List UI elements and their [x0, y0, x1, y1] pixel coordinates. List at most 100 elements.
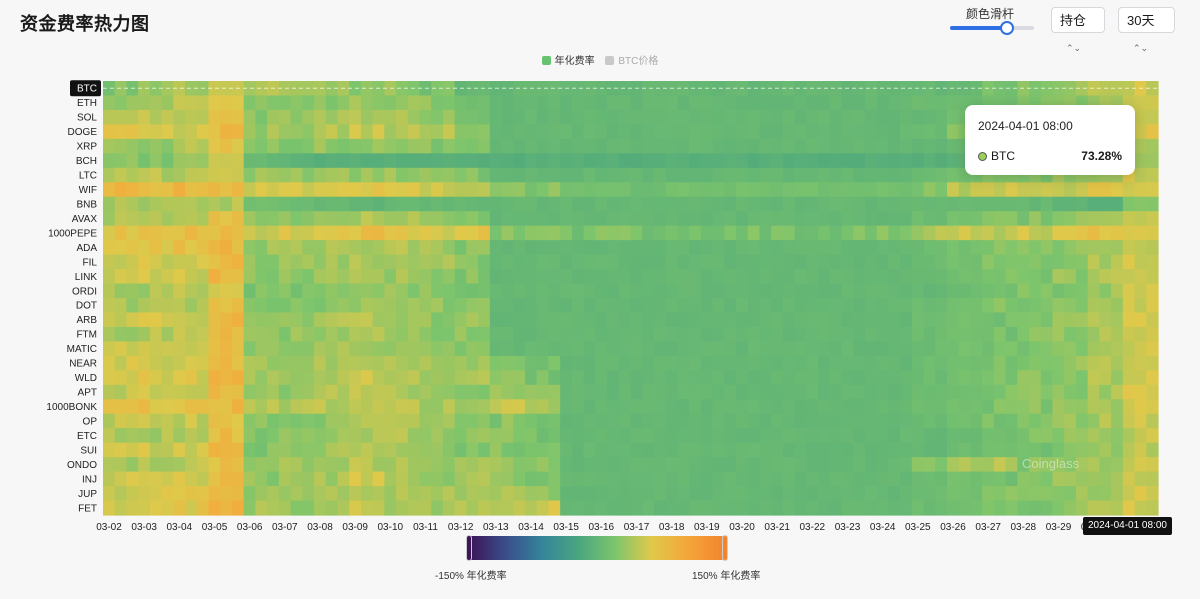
heatmap-cell[interactable]	[161, 457, 174, 473]
heatmap-cell[interactable]	[314, 283, 327, 299]
heatmap-cell[interactable]	[103, 355, 116, 371]
heatmap-cell[interactable]	[759, 370, 772, 386]
heatmap-cell[interactable]	[466, 471, 479, 487]
heatmap-cell[interactable]	[1040, 399, 1054, 415]
heatmap-cell[interactable]	[665, 428, 678, 444]
heatmap-cell[interactable]	[220, 442, 233, 458]
heatmap-cell[interactable]	[548, 211, 561, 227]
heatmap-cell[interactable]	[138, 124, 151, 140]
heatmap-cell[interactable]	[384, 269, 397, 285]
heatmap-cell[interactable]	[501, 384, 514, 400]
heatmap-cell[interactable]	[1075, 500, 1089, 516]
heatmap-cell[interactable]	[970, 269, 983, 285]
heatmap-cell[interactable]	[1134, 124, 1147, 140]
heatmap-cell[interactable]	[771, 283, 784, 299]
heatmap-cell[interactable]	[1099, 370, 1112, 386]
heatmap-cell[interactable]	[782, 269, 796, 285]
heatmap-cell[interactable]	[513, 500, 526, 516]
heatmap-cell[interactable]	[466, 225, 479, 241]
heatmap-cell[interactable]	[653, 109, 667, 125]
heatmap-cell[interactable]	[712, 211, 725, 227]
heatmap-cell[interactable]	[466, 211, 479, 227]
heatmap-cell[interactable]	[1099, 399, 1112, 415]
heatmap-cell[interactable]	[993, 298, 1007, 314]
range-dropdown[interactable]: 30天⌃⌄	[1118, 7, 1175, 53]
heatmap-cell[interactable]	[185, 500, 198, 516]
heatmap-cell[interactable]	[220, 81, 233, 97]
heatmap-cell[interactable]	[466, 413, 479, 429]
heatmap-cell[interactable]	[185, 326, 198, 342]
heatmap-cell[interactable]	[243, 182, 256, 198]
heatmap-cell[interactable]	[360, 471, 374, 487]
heatmap-cell[interactable]	[255, 167, 268, 183]
heatmap-cell[interactable]	[900, 95, 913, 111]
heatmap-cell[interactable]	[1052, 283, 1065, 299]
heatmap-cell[interactable]	[536, 298, 550, 314]
heatmap-cell[interactable]	[653, 211, 667, 227]
heatmap-cell[interactable]	[196, 138, 210, 154]
heatmap-cell[interactable]	[642, 240, 655, 256]
heatmap-cell[interactable]	[911, 283, 925, 299]
heatmap-cell[interactable]	[349, 182, 362, 198]
heatmap-cell[interactable]	[712, 341, 725, 357]
heatmap-cell[interactable]	[947, 355, 960, 371]
heatmap-cell[interactable]	[571, 167, 585, 183]
heatmap-cell[interactable]	[114, 298, 128, 314]
heatmap-cell[interactable]	[689, 457, 702, 473]
heatmap-cell[interactable]	[935, 138, 948, 154]
heatmap-cell[interactable]	[771, 384, 784, 400]
heatmap-cell[interactable]	[513, 196, 526, 212]
heatmap-cell[interactable]	[349, 283, 362, 299]
heatmap-cell[interactable]	[185, 240, 198, 256]
heatmap-cell[interactable]	[689, 298, 702, 314]
heatmap-cell[interactable]	[1017, 471, 1030, 487]
heatmap-cell[interactable]	[970, 471, 983, 487]
heatmap-cell[interactable]	[372, 109, 385, 125]
heatmap-cell[interactable]	[958, 341, 972, 357]
heatmap-cell[interactable]	[888, 109, 901, 125]
heatmap-cell[interactable]	[829, 81, 843, 97]
heatmap-cell[interactable]	[1029, 399, 1042, 415]
heatmap-cell[interactable]	[665, 312, 678, 328]
heatmap-cell[interactable]	[595, 167, 608, 183]
heatmap-cell[interactable]	[900, 240, 913, 256]
heatmap-cell[interactable]	[736, 298, 749, 314]
heatmap-cell[interactable]	[759, 167, 772, 183]
heatmap-cell[interactable]	[1099, 225, 1112, 241]
heatmap-cell[interactable]	[794, 124, 807, 140]
heatmap-cell[interactable]	[911, 124, 925, 140]
heatmap-cell[interactable]	[1146, 225, 1159, 241]
heatmap-cell[interactable]	[360, 370, 374, 386]
heatmap-cell[interactable]	[1017, 457, 1030, 473]
heatmap-cell[interactable]	[888, 240, 901, 256]
heatmap-cell[interactable]	[103, 196, 116, 212]
heatmap-cell[interactable]	[196, 326, 210, 342]
heatmap-cell[interactable]	[864, 326, 878, 342]
heatmap-cell[interactable]	[759, 486, 772, 502]
heatmap-cell[interactable]	[337, 153, 350, 169]
heatmap-cell[interactable]	[1111, 211, 1124, 227]
heatmap-cell[interactable]	[185, 298, 198, 314]
heatmap-cell[interactable]	[525, 124, 538, 140]
heatmap-cell[interactable]	[900, 312, 913, 328]
heatmap-cell[interactable]	[700, 95, 714, 111]
heatmap-cell[interactable]	[314, 500, 327, 516]
heatmap-cell[interactable]	[700, 442, 714, 458]
heatmap-cell[interactable]	[126, 95, 139, 111]
heatmap-cell[interactable]	[876, 95, 889, 111]
heatmap-cell[interactable]	[724, 326, 737, 342]
heatmap-cell[interactable]	[1005, 298, 1018, 314]
heatmap-cell[interactable]	[782, 326, 796, 342]
heatmap-cell[interactable]	[818, 225, 831, 241]
heatmap-cell[interactable]	[513, 442, 526, 458]
heatmap-cell[interactable]	[114, 95, 128, 111]
heatmap-cell[interactable]	[548, 124, 561, 140]
heatmap-cell[interactable]	[864, 138, 878, 154]
heatmap-cell[interactable]	[782, 355, 796, 371]
heatmap-cell[interactable]	[466, 457, 479, 473]
heatmap-cell[interactable]	[993, 225, 1007, 241]
heatmap-cell[interactable]	[700, 138, 714, 154]
heatmap-cell[interactable]	[958, 471, 972, 487]
heatmap-cell[interactable]	[700, 153, 714, 169]
